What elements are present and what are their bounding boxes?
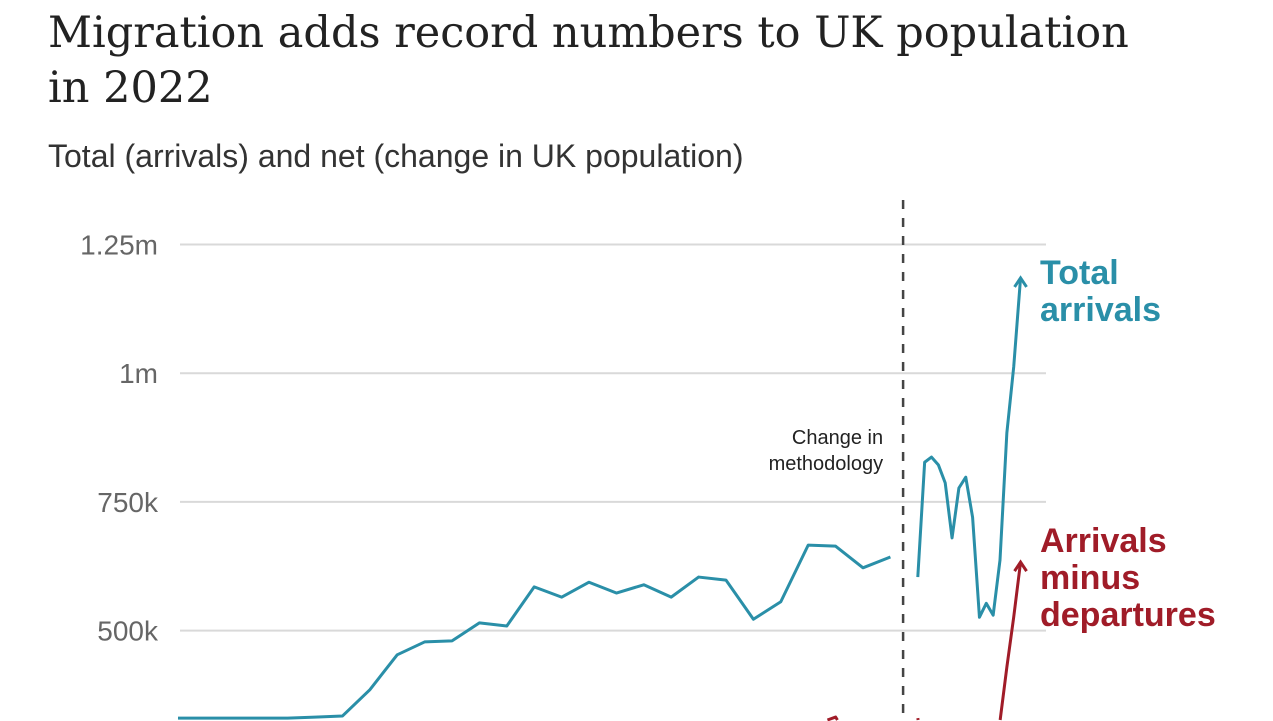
methodology-annotation-line1: Change in — [792, 427, 883, 449]
arrowhead-icon — [1013, 275, 1028, 288]
y-tick-label: 1m — [119, 358, 158, 389]
series-line-net-migration-segment-1 — [998, 561, 1023, 721]
y-tick-label: 750k — [97, 487, 159, 518]
series-line-total-arrivals-segment-0 — [178, 543, 891, 720]
series-label: Total — [1040, 254, 1119, 292]
series-label: arrivals — [1040, 291, 1161, 329]
chart-subtitle: Total (arrivals) and net (change in UK p… — [48, 138, 744, 174]
series-line-total-arrivals-segment-1 — [916, 277, 1023, 619]
series-line-net-migration-segment-0 — [826, 715, 839, 721]
chart-title: Migration adds record numbers to UK popu… — [48, 8, 1129, 113]
methodology-annotation-line2: methodology — [769, 453, 884, 475]
series-label: departures — [1040, 596, 1216, 634]
series-label: Arrivals — [1040, 522, 1167, 560]
y-tick-label: 500k — [97, 616, 159, 647]
series-label: minus — [1040, 559, 1140, 597]
arrowhead-icon — [1013, 559, 1028, 572]
y-tick-label: 1.25m — [80, 230, 158, 261]
